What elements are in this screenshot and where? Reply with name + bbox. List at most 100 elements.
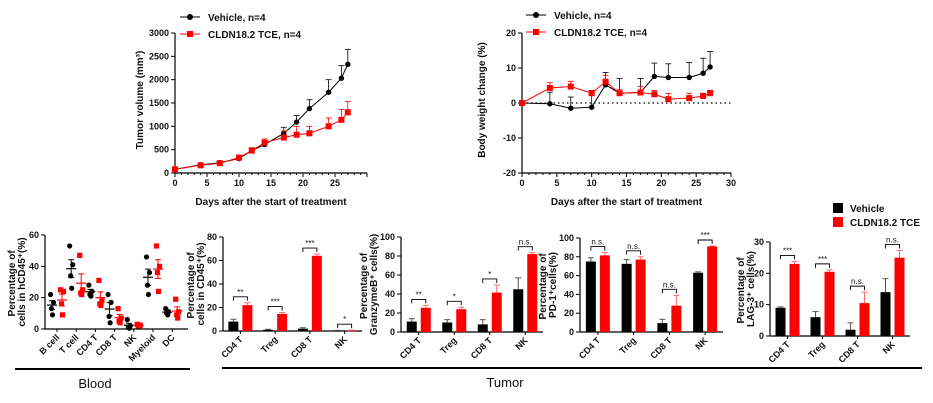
bar [477, 324, 488, 332]
chart-tumor-volume: 0 500 1000 1500 2000 2500 3000 Tumor volume (mm… [135, 13, 368, 208]
bar [880, 292, 891, 336]
bar [824, 271, 835, 336]
x-tick-label: CD8 T [648, 335, 674, 361]
x-tick-label: 15 [266, 178, 276, 188]
series-0 [585, 257, 704, 332]
series-1 [57, 243, 183, 329]
significance-bracket [626, 250, 642, 255]
y-axis-label: Percentage of PD-1⁺cells(%) [538, 251, 559, 320]
x-tick-label: 10 [587, 178, 597, 188]
y-tick-label: 60 [29, 230, 39, 240]
y-tick-label: 80 [385, 251, 395, 261]
data-point [588, 90, 595, 97]
data-point [216, 160, 223, 167]
legend-label: Vehicle [850, 204, 885, 215]
y-tick-label: 3000 [149, 28, 169, 38]
bar [346, 330, 357, 332]
y-axis-label: Percentage of cells in hCD45⁺(%) [7, 237, 28, 326]
y-tick-label: 0 [759, 331, 764, 341]
y-tick-label: 0 [511, 98, 516, 108]
x-axis-label: Days after the start of treatment [551, 197, 703, 208]
y-axis-label: Percentage of GranzymeB⁺ cells(%) [359, 234, 380, 335]
data-point [338, 75, 345, 81]
legend-marker [533, 29, 539, 35]
x-tick-label: 25 [691, 178, 701, 188]
data-point [156, 263, 163, 269]
data-point [115, 306, 121, 312]
data-point [96, 277, 102, 284]
series-1 [519, 74, 714, 106]
data-point [306, 130, 313, 137]
y-tick-label: 80 [207, 232, 217, 242]
x-tick-label: B cell [37, 332, 61, 356]
x-tick-label: 30 [726, 178, 736, 188]
significance-label: *** [270, 298, 279, 307]
x-tick-label: CD4 T [398, 335, 424, 361]
y-tick-label: 0 [390, 327, 395, 337]
x-tick-label: 10 [234, 178, 244, 188]
significance-bracket [850, 285, 865, 291]
y-tick-label: 100 [380, 232, 395, 242]
data-point [547, 101, 553, 107]
legend-swatch [833, 217, 843, 227]
data-point [293, 119, 300, 125]
data-point [700, 70, 706, 76]
series-0 [519, 51, 714, 111]
bar [810, 317, 821, 336]
data-point [651, 73, 658, 80]
bar [859, 303, 870, 336]
significance-bracket [517, 246, 533, 251]
bar [311, 255, 322, 331]
x-tick-label: Treg [259, 334, 280, 355]
x-tick-label: CD4 T [766, 339, 792, 365]
y-tick-label: 60 [207, 256, 217, 266]
y-tick-label: 2500 [149, 51, 169, 61]
series-line [174, 112, 349, 170]
bar [845, 329, 856, 336]
data-point [173, 296, 179, 302]
significance-bracket [337, 323, 353, 329]
y-tick-label: 500 [154, 145, 169, 155]
legend-label: Vehicle, n=4 [554, 11, 612, 22]
y-tick-label: 20 [754, 268, 764, 278]
significance-label: n.s. [591, 238, 604, 247]
y-tick-label: 2000 [149, 75, 169, 85]
bar [789, 263, 800, 336]
group-labels: Blood Tumor [15, 367, 922, 391]
series-0 [172, 48, 351, 172]
bar [242, 305, 253, 331]
y-tick-label: 60 [385, 270, 395, 280]
data-point [172, 166, 178, 173]
blood-group-label: Blood [78, 376, 111, 391]
y-tick-label: 20 [29, 293, 39, 303]
data-point [59, 312, 66, 318]
y-axis-label: Percentage of LAG-3⁺ cells(%) [736, 251, 757, 327]
data-point [686, 95, 693, 102]
data-point [99, 298, 105, 304]
bar [894, 257, 905, 336]
significance-bracket [815, 263, 830, 268]
x-tick-label: Treg [618, 335, 639, 356]
significance-bracket [590, 246, 606, 251]
data-point [176, 309, 182, 315]
x-tick-label: CD8 T [94, 332, 120, 358]
bar [621, 263, 632, 332]
data-point [124, 317, 130, 323]
series-1 [789, 249, 905, 336]
y-tick-label: 0 [569, 327, 574, 337]
data-point [651, 91, 658, 98]
y-tick-label: 40 [29, 261, 39, 271]
bar [775, 307, 786, 336]
data-point [197, 162, 204, 169]
data-point [546, 84, 553, 91]
data-point [261, 139, 268, 146]
series-0 [406, 277, 524, 332]
significance-bracket [661, 288, 677, 294]
series-line [174, 64, 349, 170]
y-tick-label: -20 [503, 168, 516, 178]
data-point [700, 93, 707, 99]
y-axis-label: Percentage of cells in CD45⁺(%) [186, 242, 207, 325]
data-point [47, 291, 54, 298]
data-point [88, 293, 94, 299]
